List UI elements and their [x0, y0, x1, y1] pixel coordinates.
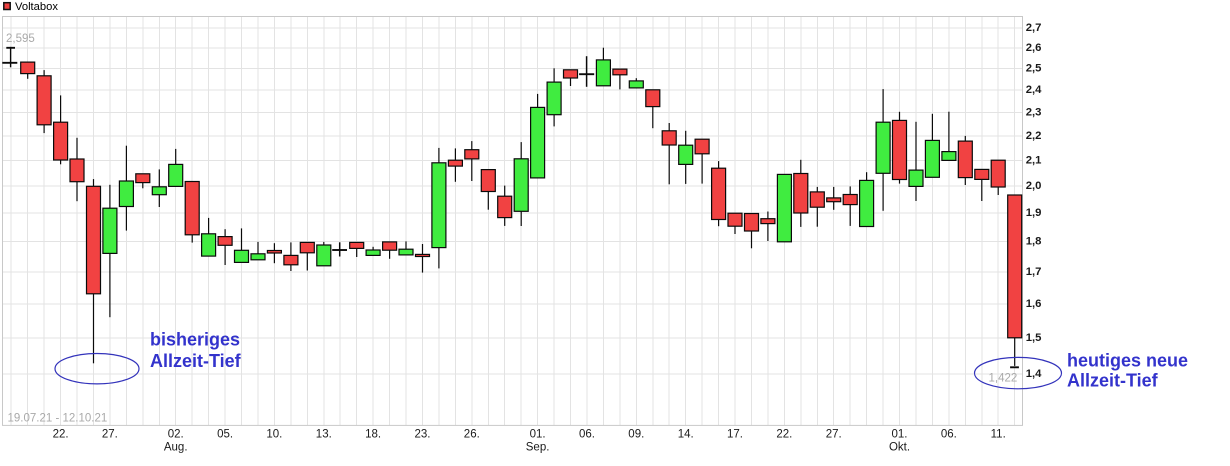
svg-text:01.: 01.: [530, 429, 546, 441]
svg-text:2,7: 2,7: [1026, 22, 1042, 34]
svg-text:06.: 06.: [941, 429, 957, 441]
svg-text:10.: 10.: [266, 429, 282, 441]
svg-text:1,8: 1,8: [1026, 236, 1042, 248]
svg-text:19.07.21 - 12.10.21: 19.07.21 - 12.10.21: [8, 413, 108, 425]
svg-text:27.: 27.: [102, 429, 118, 441]
svg-text:1,9: 1,9: [1026, 207, 1042, 219]
svg-text:2,4: 2,4: [1026, 84, 1042, 96]
svg-text:1,7: 1,7: [1026, 266, 1042, 278]
svg-text:23.: 23.: [415, 429, 431, 441]
svg-text:heutiges neue: heutiges neue: [1067, 350, 1188, 370]
svg-text:2,595: 2,595: [6, 33, 35, 45]
svg-text:26.: 26.: [464, 429, 480, 441]
svg-text:2,6: 2,6: [1026, 42, 1042, 54]
svg-text:Allzeit-Tief: Allzeit-Tief: [1067, 370, 1159, 390]
svg-text:Sep.: Sep.: [526, 442, 550, 454]
svg-text:1,422: 1,422: [989, 372, 1018, 384]
svg-text:1,4: 1,4: [1026, 368, 1042, 380]
svg-text:bisheriges: bisheriges: [150, 330, 240, 350]
svg-text:Aug.: Aug.: [164, 442, 188, 454]
svg-text:2,1: 2,1: [1026, 154, 1042, 166]
svg-text:2,5: 2,5: [1026, 63, 1042, 75]
svg-text:09.: 09.: [628, 429, 644, 441]
svg-text:Voltabox: Voltabox: [15, 1, 58, 13]
svg-text:1,5: 1,5: [1026, 332, 1042, 344]
svg-text:27.: 27.: [826, 429, 842, 441]
svg-text:11.: 11.: [991, 429, 1006, 441]
svg-text:13.: 13.: [316, 429, 332, 441]
svg-text:05.: 05.: [217, 429, 233, 441]
svg-text:01.: 01.: [892, 429, 908, 441]
svg-text:2,3: 2,3: [1026, 107, 1042, 119]
svg-text:Allzeit-Tief: Allzeit-Tief: [150, 351, 242, 371]
svg-text:2,0: 2,0: [1026, 180, 1042, 192]
svg-text:02.: 02.: [168, 429, 184, 441]
svg-text:2,2: 2,2: [1026, 130, 1042, 142]
svg-text:22.: 22.: [53, 429, 69, 441]
svg-text:14.: 14.: [678, 429, 694, 441]
svg-text:17.: 17.: [727, 429, 743, 441]
svg-text:Okt.: Okt.: [889, 442, 910, 454]
svg-text:18.: 18.: [365, 429, 381, 441]
svg-text:22.: 22.: [776, 429, 792, 441]
svg-text:06.: 06.: [579, 429, 595, 441]
svg-text:1,6: 1,6: [1026, 298, 1042, 310]
